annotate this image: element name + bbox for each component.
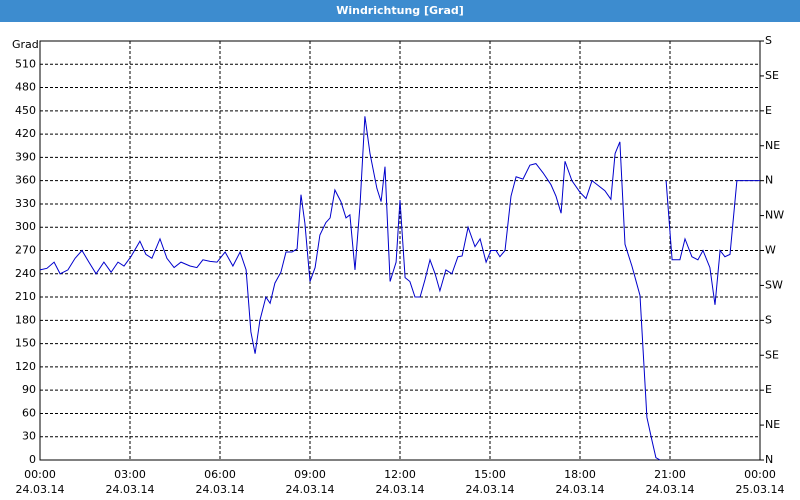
title-bar	[0, 0, 800, 22]
y-tick-label: 180	[15, 313, 36, 326]
x-tick-label: 00:00	[744, 468, 776, 481]
y-tick-label: 420	[15, 127, 36, 140]
y2-tick-label: S	[765, 34, 772, 47]
x-tick-date: 24.03.14	[376, 483, 425, 496]
y2-tick-label: NE	[765, 139, 780, 152]
x-tick-date: 24.03.14	[466, 483, 515, 496]
y2-tick-label: E	[765, 104, 772, 117]
y-tick-label: 270	[15, 244, 36, 257]
x-tick-date: 24.03.14	[286, 483, 335, 496]
y-tick-label: 510	[15, 57, 36, 70]
y2-tick-label: NE	[765, 418, 780, 431]
y-tick-label: 330	[15, 197, 36, 210]
y-tick-label: 240	[15, 267, 36, 280]
x-tick-label: 06:00	[204, 468, 236, 481]
y-tick-label: 210	[15, 290, 36, 303]
x-tick-label: 03:00	[114, 468, 146, 481]
x-tick-label: 12:00	[384, 468, 416, 481]
x-tick-date: 24.03.14	[16, 483, 65, 496]
chart-title: Windrichtung [Grad]	[336, 4, 464, 17]
y-tick-label: 60	[22, 406, 36, 419]
y2-tick-label: N	[765, 453, 773, 466]
x-tick-date: 24.03.14	[556, 483, 605, 496]
x-tick-date: 24.03.14	[196, 483, 245, 496]
y2-tick-label: NW	[765, 209, 784, 222]
y2-tick-label: SE	[765, 69, 779, 82]
y-tick-label: 120	[15, 360, 36, 373]
x-tick-date: 24.03.14	[106, 483, 155, 496]
x-tick-date: 24.03.14	[646, 483, 695, 496]
x-tick-label: 00:00	[24, 468, 56, 481]
x-tick-label: 18:00	[564, 468, 596, 481]
y-tick-label: 0	[29, 453, 36, 466]
y-tick-label: 360	[15, 174, 36, 187]
y2-tick-label: N	[765, 174, 773, 187]
y-tick-label: 450	[15, 104, 36, 117]
x-tick-label: 15:00	[474, 468, 506, 481]
y2-tick-label: S	[765, 313, 772, 326]
y-tick-label: 30	[22, 430, 36, 443]
y-tick-label: 90	[22, 383, 36, 396]
y-tick-label: 390	[15, 150, 36, 163]
y-axis-label: Grad	[12, 38, 39, 51]
y2-tick-label: SW	[765, 278, 783, 291]
y2-tick-label: SE	[765, 348, 779, 361]
y-tick-label: 480	[15, 81, 36, 94]
x-tick-date: 25.03.14	[736, 483, 785, 496]
y2-tick-label: E	[765, 383, 772, 396]
y-tick-label: 150	[15, 337, 36, 350]
x-tick-label: 21:00	[654, 468, 686, 481]
y2-tick-label: W	[765, 244, 776, 257]
x-tick-label: 09:00	[294, 468, 326, 481]
line	[39, 116, 760, 461]
y-tick-label: 300	[15, 220, 36, 233]
